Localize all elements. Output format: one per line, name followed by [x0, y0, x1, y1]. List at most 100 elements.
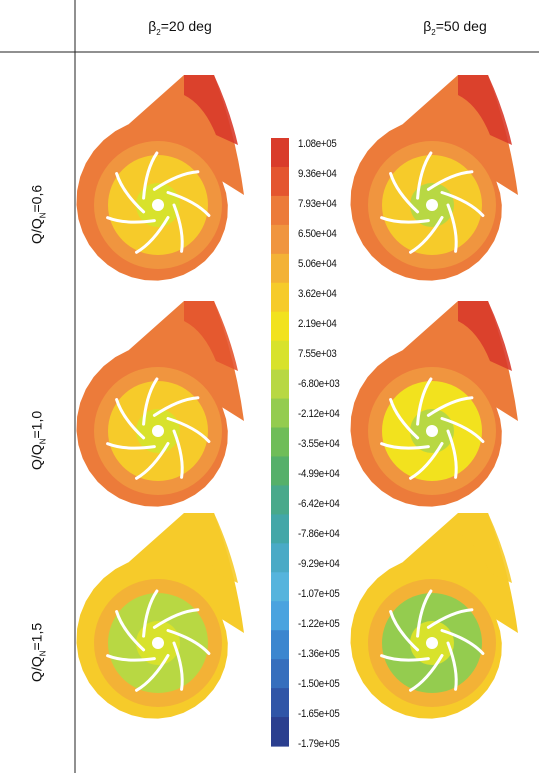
volute-discharge-region: [184, 75, 238, 145]
shaft-hole: [152, 199, 164, 211]
volute-discharge-region: [458, 513, 512, 583]
legend-swatch: [271, 138, 289, 168]
shaft-hole: [152, 637, 164, 649]
contour-panel: [76, 75, 244, 281]
legend-label: -7.86e+04: [298, 528, 340, 540]
impeller-blade: [416, 377, 433, 426]
legend-swatch: [271, 166, 289, 197]
legend-label: -3.55e+04: [298, 438, 340, 450]
impeller-blade: [426, 170, 474, 191]
legend-label: 2.19e+04: [298, 318, 337, 330]
legend-label: -6.42e+04: [298, 498, 340, 510]
legend-swatch: [271, 659, 289, 689]
impeller-blade: [106, 216, 156, 224]
legend-label: -1.65e+05: [298, 708, 340, 720]
impeller-blade: [135, 442, 170, 480]
contour-panel: [76, 301, 244, 507]
legend-label: 5.06e+04: [298, 258, 337, 270]
legend-label: -9.29e+04: [298, 558, 340, 570]
volute-discharge-region: [184, 301, 238, 371]
impeller-blade: [446, 641, 458, 691]
impeller-blade: [166, 191, 211, 217]
impeller-blade: [152, 608, 200, 629]
legend-label: -1.79e+05: [298, 738, 340, 750]
legend-label: 6.50e+04: [298, 228, 337, 240]
impeller-blade: [152, 396, 200, 417]
contour-panel: [350, 301, 518, 507]
column-header-prefix: β: [148, 18, 157, 34]
impeller-blade: [166, 629, 211, 655]
legend-swatch: [271, 427, 289, 458]
impeller-blade: [106, 654, 156, 662]
impeller-blade: [409, 216, 444, 254]
impeller-blade: [115, 610, 146, 652]
impeller-blade: [142, 151, 159, 200]
column-header-sub: 2: [431, 27, 436, 37]
legend-swatch: [271, 311, 289, 342]
impeller-blade: [106, 442, 156, 450]
legend-label: -1.22e+05: [298, 618, 340, 630]
impeller-blade: [440, 417, 485, 443]
legend-label: 9.36e+04: [298, 168, 337, 180]
column-header-beta-20: β2=20 deg: [70, 18, 290, 38]
legend-label: 1.08e+05: [298, 138, 337, 150]
legend-swatch: [271, 456, 289, 487]
legend-swatch: [271, 398, 289, 429]
impeller-blade: [142, 377, 159, 426]
impeller-blade: [152, 170, 200, 191]
legend-swatch: [271, 224, 289, 255]
legend-swatch: [271, 195, 289, 226]
shaft-hole: [426, 425, 438, 437]
legend-colorbar: [271, 138, 289, 747]
legend-swatch: [271, 630, 289, 660]
legend-label: 7.55e+03: [298, 348, 337, 360]
impeller-blade: [389, 398, 420, 440]
impeller-blade: [142, 589, 159, 638]
legend-swatch: [271, 514, 289, 544]
legend-swatch: [271, 340, 289, 371]
legend-label: -2.12e+04: [298, 408, 340, 420]
impeller-blade: [380, 216, 430, 224]
column-header-prefix: β: [423, 18, 432, 34]
legend-label: -4.99e+04: [298, 468, 340, 480]
legend-swatch: [271, 688, 289, 718]
panels-layer: [76, 75, 518, 719]
impeller-blade: [416, 151, 433, 200]
impeller-blade: [115, 172, 146, 214]
legend-label: 3.62e+04: [298, 288, 337, 300]
contour-panel: [350, 513, 518, 719]
legend-swatch: [271, 369, 289, 400]
impeller-blade: [409, 654, 444, 692]
impeller-blade: [409, 442, 444, 480]
legend-swatch: [271, 572, 289, 602]
column-header-suffix: =50 deg: [435, 18, 487, 34]
impeller-blade: [135, 216, 170, 254]
impeller-blade: [172, 203, 184, 253]
impeller-blade: [426, 608, 474, 629]
volute-discharge-region: [458, 75, 512, 145]
impeller-blade: [426, 396, 474, 417]
impeller-blade: [380, 654, 430, 662]
legend-label: -1.50e+05: [298, 678, 340, 690]
shaft-hole: [426, 199, 438, 211]
column-header-suffix: =20 deg: [160, 18, 212, 34]
legend-swatch: [271, 485, 289, 515]
legend-label: 7.93e+04: [298, 198, 337, 210]
legend-swatch: [271, 717, 289, 747]
legend-label: -6.80e+03: [298, 378, 340, 390]
volute-discharge-region: [458, 301, 512, 371]
impeller-blade: [446, 203, 458, 253]
impeller-blade: [172, 641, 184, 691]
contour-panel: [76, 513, 244, 719]
contour-panel: [350, 75, 518, 281]
legend-swatch: [271, 543, 289, 573]
legend-swatch: [271, 253, 289, 284]
impeller-blade: [389, 610, 420, 652]
impeller-blade: [115, 398, 146, 440]
legend-swatch: [271, 282, 289, 313]
legend-label: -1.36e+05: [298, 648, 340, 660]
volute-discharge-region: [184, 513, 238, 583]
